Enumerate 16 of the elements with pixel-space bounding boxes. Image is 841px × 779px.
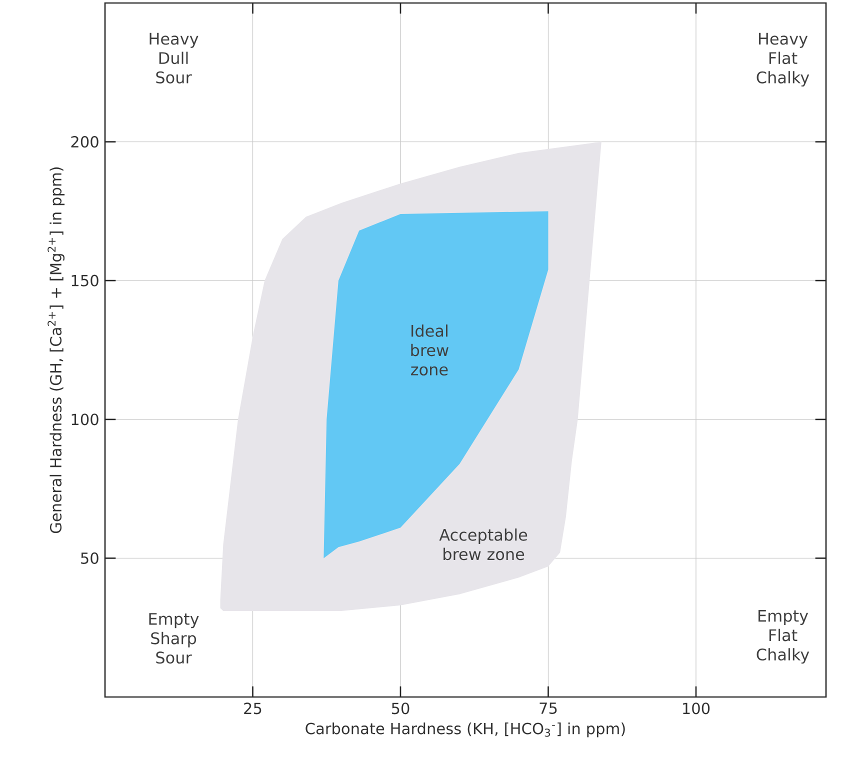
x-tick-label: 100: [683, 702, 710, 714]
x-axis-title: Carbonate Hardness (KH, [HCO$_{3}$$^{-}$] in ppm): [306, 722, 625, 738]
annotation: Heavy Dull Sour: [150, 32, 198, 84]
annotation: Empty Flat Chalky: [756, 610, 810, 664]
annotation: Empty Sharp Sour: [149, 613, 199, 664]
y-axis-title: General Hardness (GH, [Ca$^{2+}$] + [Mg$^{2+}$] in ppm): [48, 167, 65, 534]
y-tick-label: 150: [72, 274, 98, 286]
y-tick-label: 100: [72, 414, 98, 426]
x-tick-label: 25: [244, 702, 262, 714]
annotation: Acceptable brew zone: [439, 528, 528, 560]
y-tick-label: 50: [81, 552, 98, 564]
y-tick-label: 200: [71, 136, 98, 148]
annotation: Heavy Flat Chalky: [756, 32, 810, 87]
annotation: Ideal brew zone: [411, 324, 448, 376]
x-tick-label: 50: [392, 702, 410, 714]
x-tick-label: 75: [540, 702, 557, 714]
